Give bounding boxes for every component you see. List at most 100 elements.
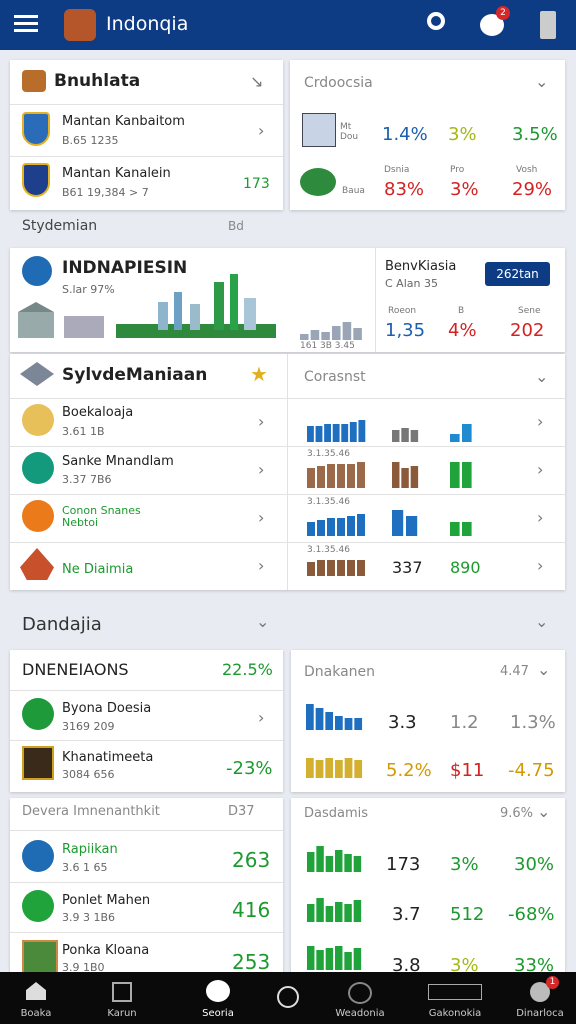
stat-value: $11 — [450, 760, 485, 781]
section-chevron[interactable]: ⌄ — [256, 612, 270, 631]
row-chevron[interactable]: › — [537, 460, 544, 479]
row-chevron[interactable]: › — [258, 460, 265, 479]
divider — [10, 830, 283, 831]
nav-label[interactable]: Seoria — [202, 1008, 234, 1019]
nav-icon[interactable] — [428, 984, 482, 1000]
divider — [10, 932, 283, 933]
nav-icon[interactable] — [112, 982, 132, 1002]
row-value: 416 — [232, 898, 271, 922]
stat-value: 83% — [384, 179, 425, 200]
dropdown-chevron[interactable]: ⌄ — [537, 802, 551, 821]
nav-label[interactable]: Dinarloca — [516, 1008, 564, 1019]
row-value: -23% — [226, 758, 273, 779]
icon-bar — [300, 334, 309, 340]
nav-home-button[interactable] — [277, 986, 299, 1008]
card-title: Dnakanen — [304, 664, 376, 680]
row-chevron[interactable]: › — [258, 708, 265, 727]
nav-icon[interactable] — [206, 980, 230, 1002]
section-chevron[interactable]: ⌄ — [535, 612, 549, 631]
icon-bar — [325, 948, 334, 970]
notification-badge: 1 — [546, 976, 559, 989]
mini-chart — [450, 462, 472, 488]
action-button[interactable]: 262tan — [485, 262, 550, 286]
icon-bar — [324, 424, 331, 442]
groups-button[interactable] — [480, 14, 504, 36]
nav-icon[interactable] — [348, 982, 372, 1004]
icon-bar — [344, 718, 353, 730]
row-icon — [22, 163, 50, 197]
icon-bar — [353, 900, 362, 922]
row-chevron[interactable]: › — [258, 508, 265, 527]
row-icon — [22, 890, 54, 922]
divider — [10, 690, 283, 691]
icon-bar — [307, 904, 315, 922]
expand-icon[interactable]: ↘ — [250, 72, 264, 91]
nav-label[interactable]: Weadonia — [335, 1008, 385, 1019]
divider — [10, 740, 283, 741]
stat-value: 3.5% — [512, 124, 558, 145]
divider — [10, 542, 565, 543]
nav-label[interactable]: Gakonokia — [428, 1008, 482, 1019]
divider — [10, 398, 565, 399]
icon-bar — [392, 462, 400, 488]
icon-bar — [357, 560, 365, 576]
icon-bar — [306, 704, 314, 730]
chart-caption: 3.1.35.46 — [307, 545, 350, 555]
row-chevron[interactable]: › — [258, 412, 265, 431]
row-chevron[interactable]: › — [537, 412, 544, 431]
icon-bar — [307, 426, 314, 442]
mini-chart — [450, 522, 472, 536]
nav-label[interactable]: Boaka — [20, 1008, 52, 1019]
stats-card — [291, 798, 565, 974]
icon-bar — [307, 562, 315, 576]
section-action[interactable]: Bd — [228, 219, 244, 233]
card-action[interactable]: 9.6% — [500, 806, 534, 821]
icon-bar — [392, 510, 404, 536]
nav-icon[interactable] — [26, 982, 46, 1000]
dropdown-chevron[interactable]: ⌄ — [535, 72, 549, 91]
row-sub: 3.6 1 65 — [62, 861, 108, 874]
row-chevron[interactable]: › — [537, 556, 544, 575]
nav-label[interactable]: Karun — [107, 1008, 137, 1019]
row-value: 253 — [232, 950, 271, 974]
icon-bar — [321, 332, 330, 340]
section-label: Dandajia — [22, 614, 102, 635]
stat-value: 3.7 — [392, 904, 421, 925]
row-name: Ne Diaimia — [62, 562, 134, 577]
icon-bar — [315, 708, 324, 730]
favorite-star[interactable]: ★ — [250, 362, 268, 386]
stat-value: 3.3 — [388, 712, 417, 733]
dropdown-chevron[interactable]: ⌄ — [537, 660, 551, 679]
row-name: Rapiikan — [62, 842, 118, 857]
search-button[interactable] — [427, 12, 445, 30]
row-icon — [22, 940, 58, 974]
row-icon — [300, 168, 336, 196]
stat-value: 30% — [514, 854, 555, 875]
row-icon — [22, 840, 54, 872]
menu-button[interactable] — [14, 14, 38, 34]
mini-chart — [307, 898, 362, 922]
row-chevron[interactable]: › — [258, 556, 265, 575]
mini-chart — [392, 428, 419, 442]
icon-bar — [325, 712, 334, 730]
icon-bar — [358, 420, 366, 442]
row-name: Mantan Kanalein — [62, 166, 171, 181]
icon-bar — [307, 522, 315, 536]
card-action[interactable]: 4.47 — [500, 664, 529, 679]
row-name: Conon Snanes Nebtoi — [62, 504, 141, 529]
row-chevron[interactable]: › — [258, 121, 265, 140]
nav-icon[interactable] — [530, 982, 550, 1002]
icon-bar — [307, 946, 315, 970]
icon-bar — [315, 426, 323, 442]
card-icon — [22, 256, 52, 286]
section-label: Stydemian — [22, 218, 98, 234]
card-action[interactable]: D37 — [228, 804, 255, 819]
row-icon — [22, 452, 54, 484]
icon-bar — [335, 902, 343, 922]
summary-card — [10, 60, 283, 210]
row-chevron[interactable]: › — [537, 508, 544, 527]
dropdown-chevron[interactable]: ⌄ — [535, 367, 549, 386]
stat-value: 3% — [450, 854, 479, 875]
icon-bar — [462, 462, 472, 488]
icon-bar — [341, 424, 349, 442]
